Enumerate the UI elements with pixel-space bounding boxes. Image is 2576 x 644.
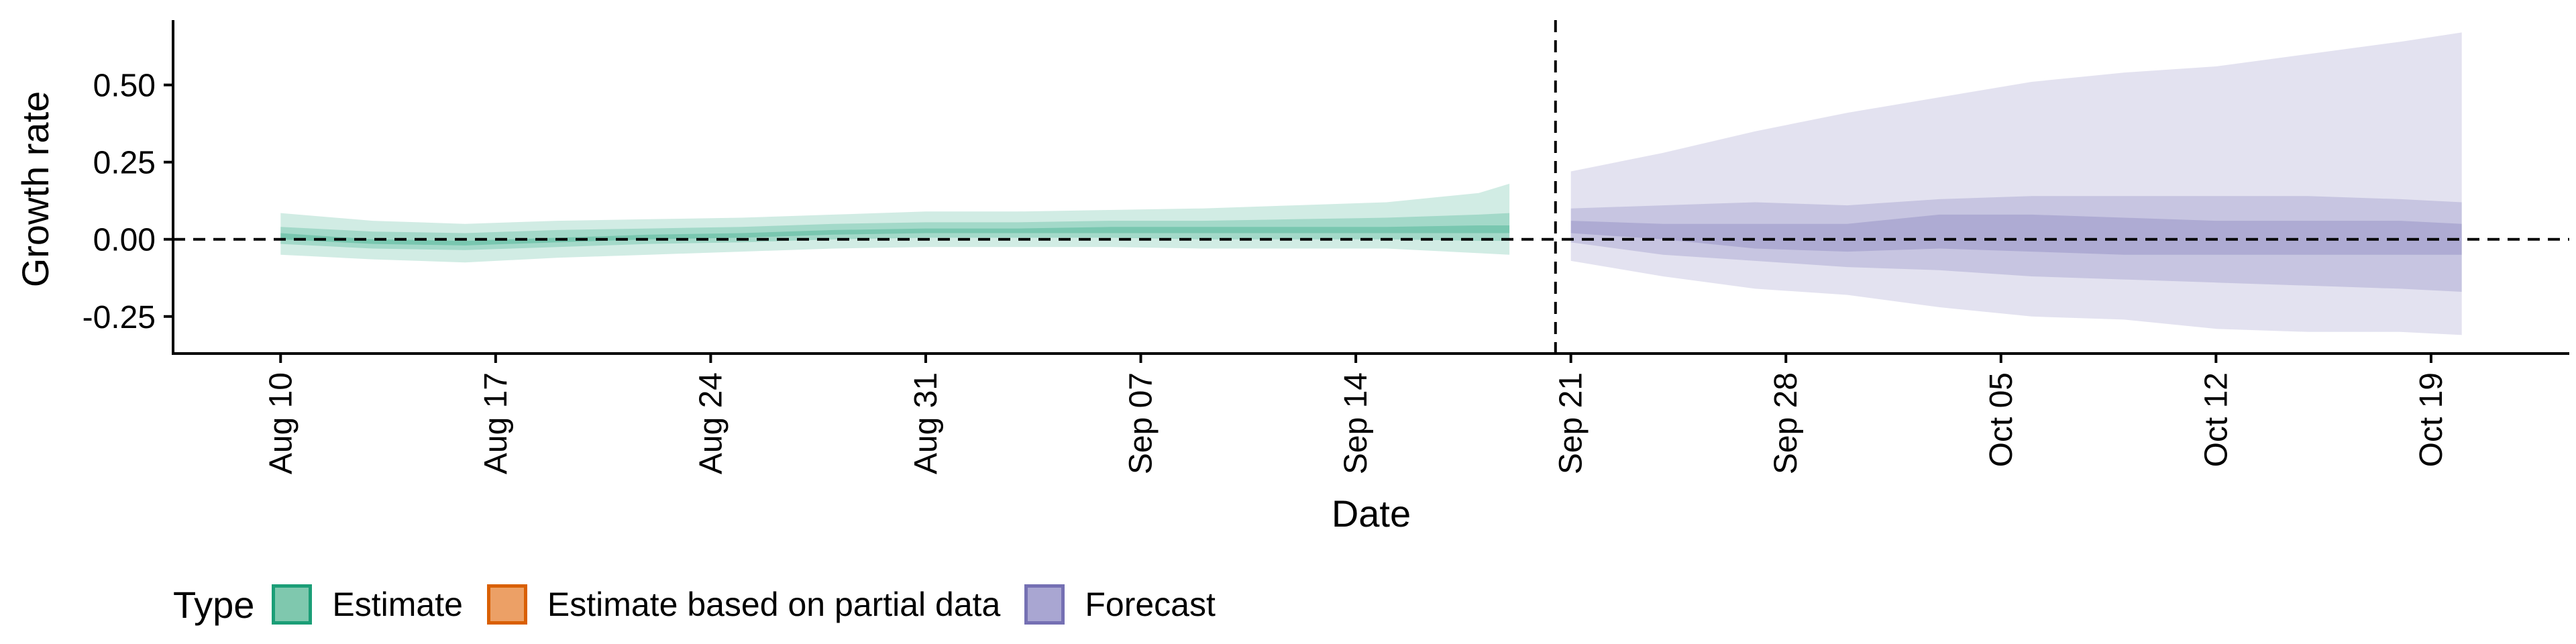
legend-label-forecast: Forecast (1085, 586, 1216, 623)
axes: -0.25 0.00 0.25 0.50 Aug 10 Aug 17 Aug 24 Aug 3… (83, 20, 2569, 474)
forecast-ribbon-20 (1570, 214, 2462, 255)
x-tick-label: Aug 24 (693, 372, 729, 474)
y-tick-label: 0.00 (93, 223, 156, 258)
estimate-ribbon-90 (280, 183, 1510, 263)
x-tick-label: Oct 12 (2198, 372, 2234, 467)
x-tick-label: Sep 21 (1554, 372, 1589, 474)
y-axis-title: Growth rate (14, 91, 56, 288)
ribbon-layer (280, 32, 2462, 335)
forecast-ribbon-90 (1570, 32, 2462, 335)
x-tick-label: Oct 19 (2414, 372, 2449, 467)
estimate-ribbon-50 (280, 213, 1510, 250)
chart: -0.25 0.00 0.25 0.50 Aug 10 Aug 17 Aug 24 Aug 3… (14, 20, 2569, 535)
x-tick-label: Oct 05 (1984, 372, 2019, 467)
estimate-ribbon-20 (280, 225, 1510, 246)
x-tick-label: Sep 28 (1768, 372, 1804, 474)
legend-key-partial-estimate (486, 584, 527, 625)
legend-key-forecast (1024, 584, 1065, 625)
legend-item-estimate: Estimate (272, 584, 463, 625)
legend-title: Type (173, 583, 255, 626)
y-tick-label: 0.25 (93, 146, 156, 181)
x-tick-label: Aug 10 (263, 372, 299, 474)
x-tick-label: Sep 07 (1124, 372, 1159, 474)
legend-label-partial-estimate: Estimate based on partial data (547, 586, 1001, 623)
y-tick-label: -0.25 (83, 300, 156, 335)
legend-label-estimate: Estimate (332, 586, 463, 623)
x-tick-label: Sep 14 (1338, 372, 1374, 474)
legend-item-forecast: Forecast (1024, 584, 1216, 625)
reference-lines (173, 20, 2569, 354)
y-tick-label: 0.50 (93, 68, 156, 104)
forecast-ribbon-50 (1570, 196, 2462, 292)
x-tick-label: Aug 31 (908, 372, 944, 474)
x-tick-label: Aug 17 (478, 372, 514, 474)
legend: Type Estimate Estimate based on partial … (173, 578, 1240, 631)
legend-item-partial-estimate: Estimate based on partial data (486, 584, 1001, 625)
legend-key-estimate (272, 584, 313, 625)
x-axis-title: Date (1332, 492, 1411, 535)
